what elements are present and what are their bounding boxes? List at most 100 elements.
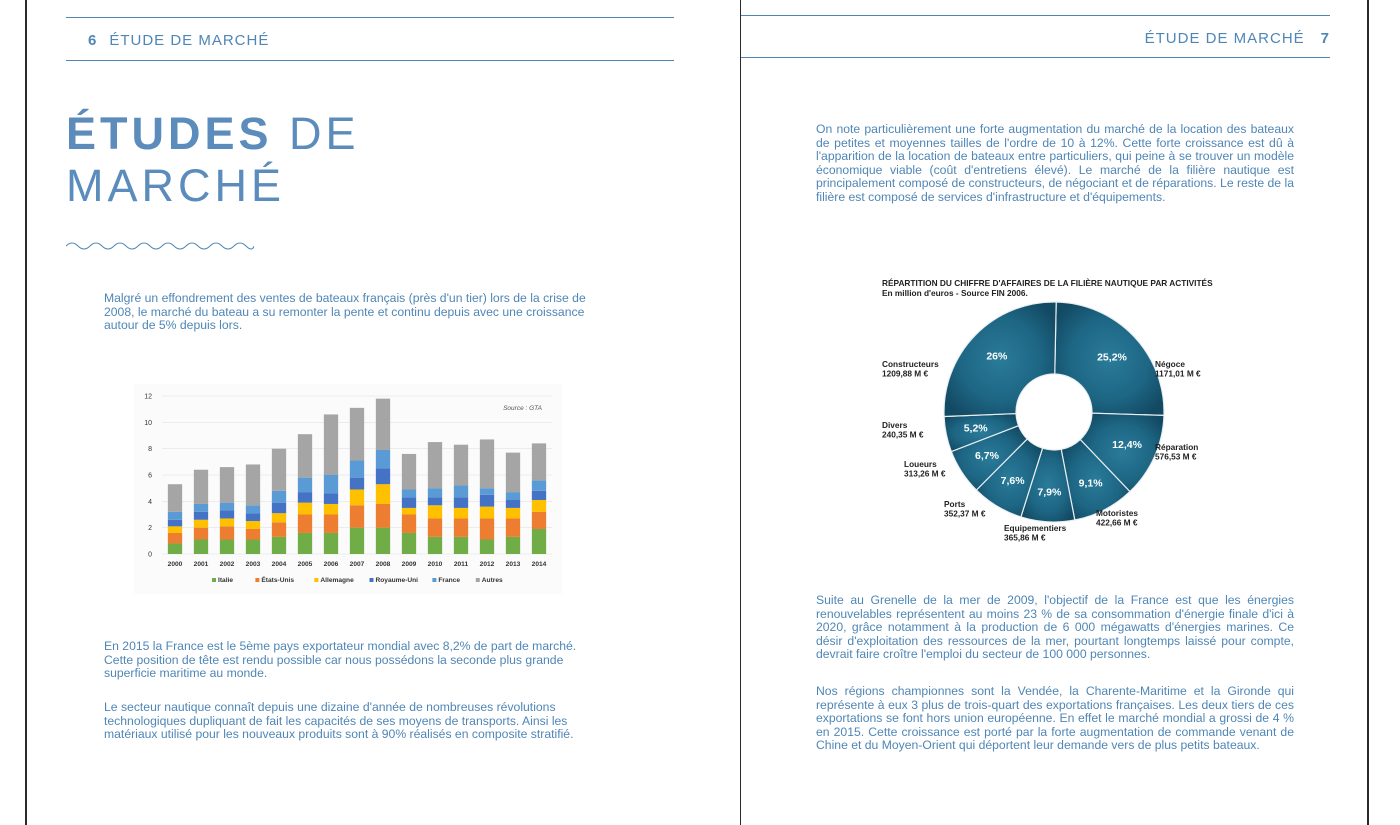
bar-segment [453,444,469,486]
x-tick-label: 2009 [402,561,417,568]
left-running-header: 6 ÉTUDE DE MARCHÉ [88,32,269,49]
bar-segment [245,521,261,529]
title-word-de: DE [272,108,360,159]
bar-segment [323,532,339,554]
donut-category-label: Loueurs [904,459,937,469]
donut-value-label: 240,35 M € [882,430,924,440]
donut-title: RÉPARTITION DU CHIFFRE D'AFFAIRES DE LA … [882,278,1213,288]
bar-segment [193,469,209,504]
bar-segment [245,464,261,506]
bar-segment [323,414,339,475]
bar-segment [323,514,339,533]
donut-value-label: 422,66 M € [1096,518,1138,528]
bar-segment [219,518,235,527]
chart-source-note: Source : GTA [503,405,542,412]
donut-chart: RÉPARTITION DU CHIFFRE D'AFFAIRES DE LA … [874,270,1234,548]
left-header-title: ÉTUDE DE MARCHÉ [109,32,270,49]
bar-segment [323,475,339,494]
bar-segment [167,532,183,544]
bar-segment [219,502,235,511]
bar-segment [349,460,365,478]
bar-segment [505,452,521,493]
donut-percent-label: 25,2% [1097,351,1127,363]
bar-segment [193,503,209,512]
bar-segment [427,442,443,489]
bar-segment [167,526,183,533]
bar-segment [505,492,521,501]
page-title: ÉTUDES DE MARCHÉ [66,108,360,212]
x-tick-label: 2011 [454,561,469,568]
page-divider [740,0,741,825]
right-header-title: ÉTUDE DE MARCHÉ [1144,30,1305,47]
bar-segment [479,506,495,519]
donut-category-label: Réparation [1155,442,1198,452]
donut-category-label: Ports [944,499,966,509]
donut-category-label: Divers [882,420,908,430]
legend-swatch [255,578,260,582]
bar-segment [271,502,287,514]
bar-segment [427,497,443,506]
bar-segment [297,514,313,533]
left-paragraph-3: Le secteur nautique connaît depuis une d… [104,700,574,741]
bar-segment [193,539,209,554]
legend-label: France [438,577,460,584]
bar-segment [297,502,313,515]
bar-segment [167,511,183,520]
donut-value-label: 1209,88 M € [882,369,929,379]
bar-segment [245,539,261,554]
bar-segment [297,434,313,478]
left-intro-paragraph: Malgré un effondrement des ventes de bat… [104,291,586,332]
y-tick-label: 8 [148,446,152,453]
bar-segment [375,398,391,450]
donut-percent-label: 26% [986,351,1008,363]
wave-divider [66,242,254,250]
left-page-number: 6 [88,32,98,49]
bar-segment [453,518,469,537]
bar-segment [531,528,547,554]
y-tick-label: 6 [148,473,152,480]
legend-label: Royaume-Uni [376,577,419,584]
right-paragraph-1: On note particulièrement une forte augme… [816,122,1294,204]
legend-swatch [369,578,374,582]
bar-segment [245,505,261,514]
donut-value-label: 365,86 M € [1004,533,1046,543]
stacked-bar-chart: 0 2 4 6 8 10 12 2000 2001 2002 2003 2004 2005 2006 20… [134,384,562,594]
y-tick-label: 0 [148,552,152,559]
bar-segment [479,494,495,507]
donut-value-label: 576,53 M € [1155,452,1197,462]
bar-segment [219,510,235,519]
legend-label: Autres [482,577,503,584]
bar-segment [479,539,495,554]
bar-segment [349,477,365,490]
donut-value-label: 1171,01 M € [1155,369,1201,379]
bar-segment [401,507,417,515]
donut-percent-label: 9,1% [1079,478,1104,490]
donut-percent-label: 5,2% [964,423,989,435]
bar-segment [401,489,417,498]
donut-slice [1054,301,1165,417]
title-word-marche: MARCHÉ [66,160,286,211]
bar-segment [375,503,391,528]
x-tick-label: 2003 [246,561,261,568]
legend-label: États-Unis [261,575,294,584]
y-tick-label: 2 [148,525,152,532]
x-tick-label: 2000 [168,561,183,568]
left-header-rule-top [66,17,674,18]
x-tick-label: 2007 [350,561,365,568]
donut-category-label: Motoristes [1096,508,1138,518]
bar-segment [271,448,287,491]
left-paragraph-2: En 2015 la France est le 5ème pays expor… [104,639,577,680]
x-tick-label: 2005 [298,561,313,568]
bar-segment [375,527,391,554]
bar-segment [349,505,365,528]
x-tick-label: 2004 [272,561,287,568]
donut-value-label: 313,26 M € [904,469,946,479]
x-tick-label: 2014 [532,561,547,568]
bar-segment [271,513,287,523]
bar-segment [271,490,287,503]
bar-segment [219,539,235,554]
bar-segment [297,477,313,493]
legend-swatch [212,578,216,582]
legend-swatch [314,578,319,582]
right-running-header: ÉTUDE DE MARCHÉ 7 [1145,30,1330,47]
